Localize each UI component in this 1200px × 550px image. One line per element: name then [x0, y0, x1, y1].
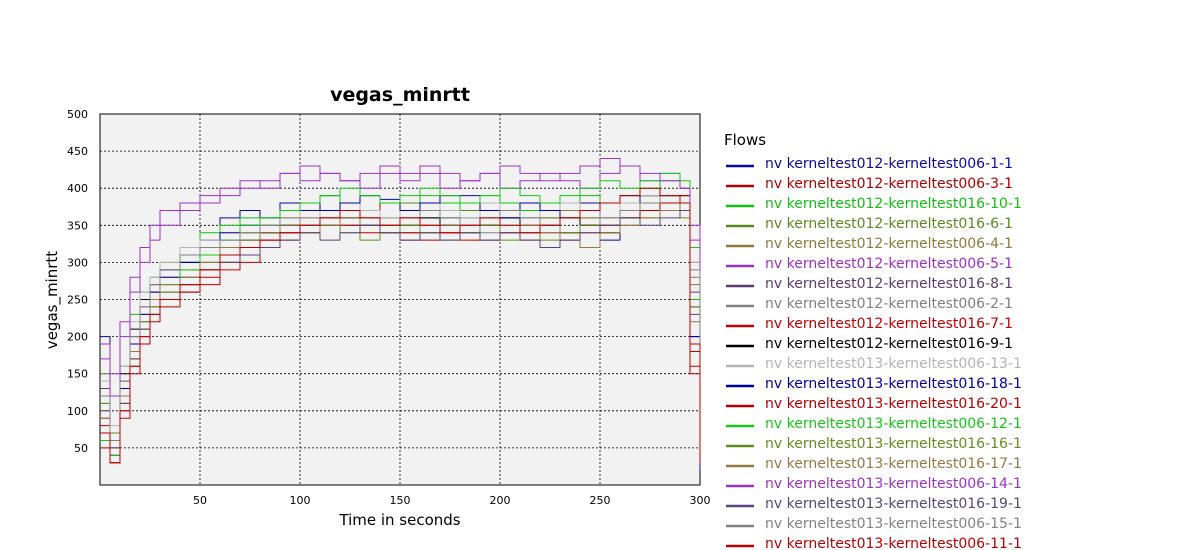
legend-entry: nv kerneltest013-kerneltest016-17-1: [765, 456, 1022, 472]
legend: nv kerneltest012-kerneltest006-1-1 nv ker…: [726, 156, 1022, 550]
y-axis-label: vegas_minrtt: [43, 251, 62, 349]
y-tick-label: 100: [67, 405, 88, 418]
y-tick-label: 400: [67, 182, 88, 195]
series-line: [100, 187, 701, 464]
legend-entry: nv kerneltest012-kerneltest006-2-1: [765, 296, 1013, 312]
legend-entry: nv kerneltest012-kerneltest006-1-1: [765, 156, 1013, 172]
x-axis-label: Time in seconds: [338, 511, 460, 529]
legend-entry: nv kerneltest013-kerneltest016-20-1: [765, 396, 1022, 412]
legend-title: Flows: [724, 131, 766, 149]
legend-entry: nv kerneltest013-kerneltest006-15-1: [765, 516, 1022, 532]
y-tick-label: 200: [67, 331, 88, 344]
legend-entry: nv kerneltest013-kerneltest006-11-1: [765, 536, 1022, 550]
legend-entry: nv kerneltest013-kerneltest006-13-1: [765, 356, 1022, 372]
axis-ticks: 50 100 150 200 250 300 50 100 150 200 250 300 350 400…: [67, 108, 711, 507]
legend-entry: nv kerneltest013-kerneltest016-18-1: [765, 376, 1022, 392]
legend-entry: nv kerneltest012-kerneltest016-9-1: [765, 336, 1013, 352]
y-tick-label: 500: [67, 108, 88, 121]
series-line: [100, 158, 701, 434]
legend-entry: nv kerneltest012-kerneltest016-6-1: [765, 216, 1013, 232]
legend-entry: nv kerneltest013-kerneltest016-19-1: [765, 496, 1022, 512]
y-tick-label: 50: [74, 442, 88, 455]
y-tick-label: 150: [67, 368, 88, 381]
legend-entry: nv kerneltest012-kerneltest006-5-1: [765, 256, 1013, 272]
x-tick-label: 250: [590, 494, 611, 507]
legend-entry: nv kerneltest012-kerneltest016-7-1: [765, 316, 1013, 332]
x-tick-label: 100: [290, 494, 311, 507]
x-tick-label: 200: [490, 494, 511, 507]
legend-entry: nv kerneltest012-kerneltest016-10-1: [765, 196, 1022, 212]
legend-entry: nv kerneltest012-kerneltest016-8-1: [765, 276, 1013, 292]
y-tick-label: 350: [67, 219, 88, 232]
series-lines: [100, 158, 701, 471]
legend-entry: nv kerneltest013-kerneltest016-16-1: [765, 436, 1022, 452]
y-tick-label: 250: [67, 294, 88, 307]
x-tick-label: 300: [690, 494, 711, 507]
legend-entry: nv kerneltest013-kerneltest006-12-1: [765, 416, 1022, 432]
x-tick-label: 150: [390, 494, 411, 507]
y-tick-label: 300: [67, 256, 88, 269]
chart-title: vegas_minrtt: [330, 84, 470, 106]
x-tick-label: 50: [193, 494, 207, 507]
legend-entry: nv kerneltest012-kerneltest006-3-1: [765, 176, 1013, 192]
y-tick-label: 450: [67, 145, 88, 158]
legend-entry: nv kerneltest013-kerneltest006-14-1: [765, 476, 1022, 492]
legend-entry: nv kerneltest012-kerneltest006-4-1: [765, 236, 1013, 252]
